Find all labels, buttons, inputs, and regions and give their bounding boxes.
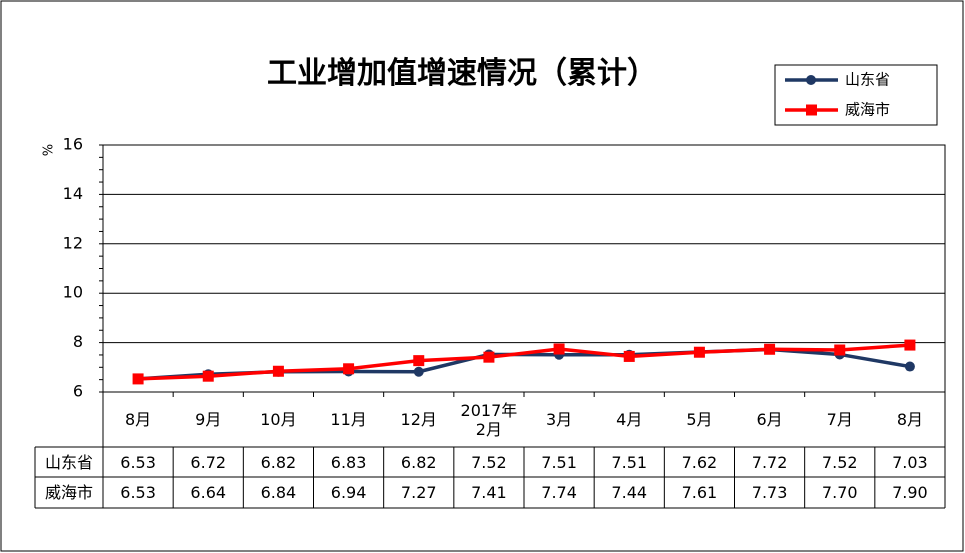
y-tick-label: 14 [63,184,83,203]
data-table-value: 7.70 [821,483,858,502]
marker [904,361,915,372]
data-table-value: 6.84 [260,483,297,502]
x-tick-label: 11月 [330,410,367,429]
data-table-value: 7.27 [400,483,437,502]
data-table-value: 7.51 [541,452,577,472]
y-tick-label: 12 [63,233,83,252]
legend-label: 山东省 [845,71,890,89]
data-table-value: 6.64 [190,483,227,502]
y-tick-label: 6 [73,382,83,401]
data-table-value: 7.61 [681,483,718,502]
x-tick-label: 8月 [124,410,152,429]
data-table-value: 6.53 [120,483,156,502]
y-tick-label: 10 [63,283,83,302]
data-table-value: 7.72 [751,452,788,472]
data-table-value: 6.82 [400,452,437,472]
x-tick-label: 12月 [400,410,437,429]
x-tick-label: 6月 [756,410,783,429]
x-tick-label: 10月 [260,410,297,429]
data-table-value: 6.82 [260,452,297,472]
data-table-value: 7.44 [611,483,648,502]
data-table-value: 6.83 [330,452,367,472]
data-table-value: 7.52 [821,452,858,472]
data-table-value: 6.72 [190,452,227,472]
x-tick-label: 5月 [686,410,713,429]
y-tick-label: 16 [63,135,83,154]
marker [623,350,635,362]
data-table-value: 7.41 [471,483,507,502]
marker [904,339,916,351]
marker [343,363,355,375]
marker [483,351,495,363]
x-tick-label: 3月 [545,410,573,429]
row-header: 山东省 [44,452,93,472]
data-table-value: 7.51 [611,452,648,472]
legend-marker [806,75,816,85]
marker [132,373,144,385]
chart-title: 工业增加值增速情况（累计） [267,56,657,91]
series-line [138,343,911,381]
x-tick-label: 4月 [616,410,643,429]
x-tick-label: 8月 [896,410,923,429]
data-table-value: 7.73 [751,483,788,502]
data-table-value: 7.62 [681,452,718,472]
legend-marker [806,104,817,116]
marker [553,343,565,355]
y-axis-label: % [39,144,54,156]
row-header: 威海市 [44,483,93,502]
data-table-value: 7.52 [471,452,507,472]
y-tick-label: 8 [73,332,83,351]
data-table-value: 7.03 [892,452,928,472]
marker [693,346,705,358]
x-tick-label: 9月 [195,410,222,429]
legend-box [774,64,938,126]
marker [272,365,284,377]
marker [413,366,424,377]
data-table-value: 7.90 [892,483,928,502]
marker [413,355,425,367]
data-table-value: 7.74 [541,483,577,502]
x-tick-label: 2017年 2月 [460,400,518,439]
marker [764,343,776,355]
x-tick-label: 7月 [826,410,853,429]
marker [202,370,214,382]
data-table-value: 6.53 [120,452,156,472]
marker [834,344,846,356]
data-table-value: 6.94 [330,483,367,502]
legend-label: 威海市 [845,101,890,119]
